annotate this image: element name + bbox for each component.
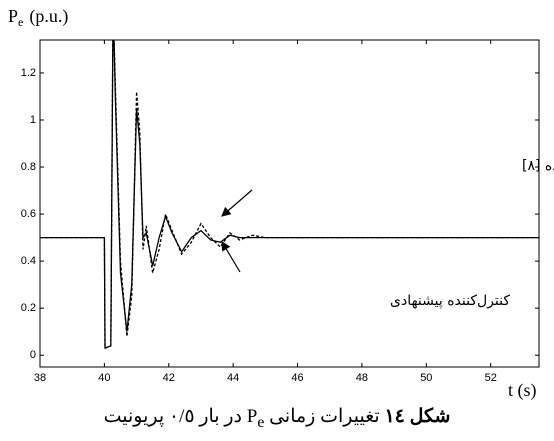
annotation-arrow [221,240,241,273]
x-tick-label: 48 [356,372,368,384]
y-label: Pe (p.u.) [8,6,68,29]
x-label: t (s) [508,380,537,400]
chart: Pe (p.u.) t (s) کنترل‌کننده [٨] کنترل‌کنن… [8,6,554,400]
y-label-symbol: P [8,6,18,26]
annotation-arrow [221,189,253,217]
line-series [40,40,539,350]
caption-text: در بار ٠/٥ پریونیت [103,406,242,427]
x-tick-label: 38 [34,372,46,384]
y-tick-label: 0 [30,349,36,361]
y-label-unit: (p.u.) [29,6,68,27]
x-tick-label: 50 [420,372,432,384]
caption-label: شکل ١٤ [384,406,451,427]
y-tick-label: 0.2 [21,302,36,314]
caption-symbol: P [246,406,258,427]
caption-text: تغییرات زمانی [269,406,380,427]
y-tick-label: 0.4 [21,255,36,267]
x-tick-label: 44 [227,372,239,384]
annotation: کنترل‌کننده [٨] [522,158,554,174]
x-tick-label: 52 [485,372,497,384]
y-tick-label: 1.2 [21,67,36,79]
plot-frame [39,39,540,368]
x-tick-label: 42 [163,372,175,384]
caption-symbol-group: Pe [246,406,265,431]
x-tick-label: 40 [98,372,110,384]
y-label-subscript: e [18,15,23,29]
caption: شکل ١٤ تغییرات زمانی Pe در بار ٠/٥ پریون… [0,405,554,432]
y-tick-label: 1 [30,114,36,126]
x-tick-label: 46 [291,372,303,384]
y-tick-label: 0.6 [21,208,36,220]
y-tick-label: 0.8 [21,161,36,173]
annotation: کنترل‌کننده پیشنهادی [390,293,510,309]
caption-subscript: e [257,413,265,431]
